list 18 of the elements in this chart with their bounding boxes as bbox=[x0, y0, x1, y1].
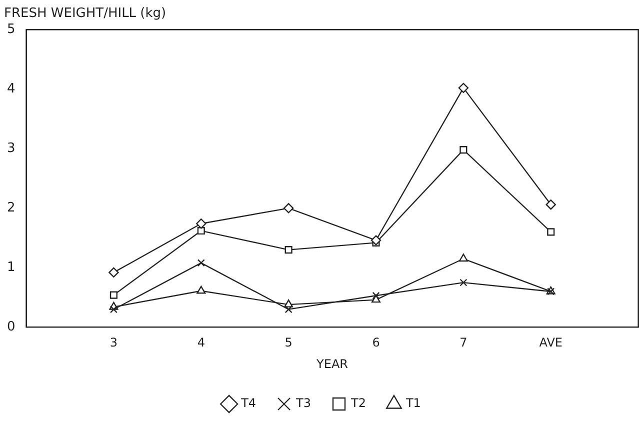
y-tick-label: 2 bbox=[6, 200, 16, 216]
x-tick-label: 5 bbox=[284, 336, 292, 350]
x-tick-label: 3 bbox=[110, 336, 118, 350]
x-tick-label: 7 bbox=[460, 336, 468, 350]
y-tick-label: 1 bbox=[6, 260, 16, 276]
legend-label: T1 bbox=[404, 396, 421, 410]
legend-label: T2 bbox=[350, 396, 366, 410]
y-axis-title: FRESH WEIGHT/HILL (kg) bbox=[4, 6, 166, 22]
y-tick-label: 3 bbox=[6, 141, 16, 156]
x-tick-label: AVE bbox=[539, 336, 562, 350]
y-tick-label: 0 bbox=[6, 320, 16, 335]
y-tick-label: 4 bbox=[6, 81, 16, 96]
y-tick-label: 5 bbox=[6, 22, 16, 37]
legend-label: T4 bbox=[240, 396, 256, 410]
legend-label: T3 bbox=[295, 396, 312, 410]
x-tick-label: 4 bbox=[197, 336, 205, 350]
x-tick-label: 6 bbox=[372, 336, 380, 350]
x-axis-title: YEAR bbox=[316, 356, 348, 371]
